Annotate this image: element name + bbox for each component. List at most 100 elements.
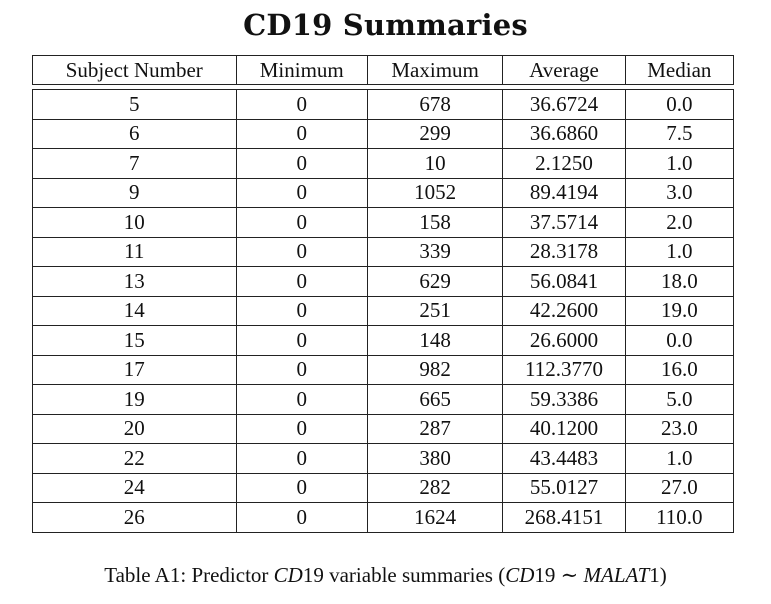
cell-subject-number: 19 bbox=[32, 384, 237, 415]
cell-subject-number: 7 bbox=[32, 148, 237, 179]
cell-maximum: 158 bbox=[366, 207, 504, 238]
cell-minimum: 0 bbox=[235, 354, 368, 385]
cell-median: 18.0 bbox=[624, 266, 735, 297]
cell-subject-number: 14 bbox=[32, 295, 237, 326]
caption-var1-num: 19 bbox=[302, 563, 324, 587]
cell-median: 1.0 bbox=[624, 236, 735, 267]
cell-minimum: 0 bbox=[235, 266, 368, 297]
cell-maximum: 629 bbox=[366, 266, 504, 297]
cell-median: 19.0 bbox=[624, 295, 735, 326]
caption-var2: CD bbox=[505, 563, 535, 587]
cell-maximum: 1052 bbox=[366, 177, 504, 208]
cell-maximum: 10 bbox=[366, 148, 504, 179]
cell-maximum: 1624 bbox=[366, 502, 504, 533]
cell-maximum: 287 bbox=[366, 413, 504, 444]
cell-minimum: 0 bbox=[235, 118, 368, 149]
cell-subject-number: 10 bbox=[32, 207, 237, 238]
table-row: 7 0 10 2.1250 1.0 bbox=[32, 148, 735, 179]
column-header-maximum: Maximum bbox=[366, 55, 504, 85]
cell-average: 43.4483 bbox=[502, 443, 626, 474]
cell-minimum: 0 bbox=[235, 413, 368, 444]
cell-minimum: 0 bbox=[235, 295, 368, 326]
table-row: 11 0 339 28.3178 1.0 bbox=[32, 236, 735, 267]
column-header-minimum: Minimum bbox=[235, 55, 368, 85]
table-row: 26 0 1624 268.4151 110.0 bbox=[32, 502, 735, 533]
cell-average: 28.3178 bbox=[502, 236, 626, 267]
table-row: 13 0 629 56.0841 18.0 bbox=[32, 266, 735, 297]
caption-label: Table A1: bbox=[104, 563, 187, 587]
table-row: 5 0 678 36.6724 0.0 bbox=[32, 89, 735, 120]
cell-subject-number: 17 bbox=[32, 354, 237, 385]
cell-average: 59.3386 bbox=[502, 384, 626, 415]
cell-maximum: 678 bbox=[366, 89, 504, 120]
caption-close: ) bbox=[659, 563, 667, 587]
table-row: 22 0 380 43.4483 1.0 bbox=[32, 443, 735, 474]
cell-maximum: 148 bbox=[366, 325, 504, 356]
cell-minimum: 0 bbox=[235, 443, 368, 474]
caption-text-before: Predictor bbox=[191, 563, 269, 587]
cell-median: 3.0 bbox=[624, 177, 735, 208]
cell-subject-number: 15 bbox=[32, 325, 237, 356]
cell-maximum: 282 bbox=[366, 472, 504, 503]
cell-subject-number: 22 bbox=[32, 443, 237, 474]
caption-text-middle: variable summaries ( bbox=[329, 563, 506, 587]
cell-minimum: 0 bbox=[235, 502, 368, 533]
cell-average: 55.0127 bbox=[502, 472, 626, 503]
cell-minimum: 0 bbox=[235, 89, 368, 120]
cell-average: 112.3770 bbox=[502, 354, 626, 385]
cell-median: 1.0 bbox=[624, 443, 735, 474]
cell-minimum: 0 bbox=[235, 384, 368, 415]
cell-median: 5.0 bbox=[624, 384, 735, 415]
table-row: 9 0 1052 89.4194 3.0 bbox=[32, 177, 735, 208]
cell-median: 23.0 bbox=[624, 413, 735, 444]
table-row: 24 0 282 55.0127 27.0 bbox=[32, 472, 735, 503]
cell-average: 36.6724 bbox=[502, 89, 626, 120]
table-row: 15 0 148 26.6000 0.0 bbox=[32, 325, 735, 356]
caption-var2-num: 19 bbox=[534, 563, 556, 587]
table-row: 19 0 665 59.3386 5.0 bbox=[32, 384, 735, 415]
header-row: Subject Number Minimum Maximum Average M… bbox=[32, 55, 735, 85]
cell-median: 27.0 bbox=[624, 472, 735, 503]
caption-tilde: ∼ bbox=[560, 563, 579, 587]
table-row: 20 0 287 40.1200 23.0 bbox=[32, 413, 735, 444]
table-row: 10 0 158 37.5714 2.0 bbox=[32, 207, 735, 238]
cell-median: 7.5 bbox=[624, 118, 735, 149]
caption-var1: CD bbox=[273, 563, 303, 587]
cell-average: 36.6860 bbox=[502, 118, 626, 149]
cell-minimum: 0 bbox=[235, 236, 368, 267]
caption-var3-num: 1 bbox=[649, 563, 660, 587]
column-header-average: Average bbox=[502, 55, 626, 85]
cell-average: 40.1200 bbox=[502, 413, 626, 444]
cell-average: 2.1250 bbox=[502, 148, 626, 179]
cell-maximum: 380 bbox=[366, 443, 504, 474]
cell-average: 37.5714 bbox=[502, 207, 626, 238]
cell-minimum: 0 bbox=[235, 472, 368, 503]
caption-var3: MALAT bbox=[583, 563, 650, 587]
cell-subject-number: 11 bbox=[32, 236, 237, 267]
cell-maximum: 251 bbox=[366, 295, 504, 326]
cell-median: 1.0 bbox=[624, 148, 735, 179]
cell-maximum: 665 bbox=[366, 384, 504, 415]
cell-median: 2.0 bbox=[624, 207, 735, 238]
table-row: 17 0 982 112.3770 16.0 bbox=[32, 354, 735, 385]
cell-maximum: 299 bbox=[366, 118, 504, 149]
cell-median: 0.0 bbox=[624, 89, 735, 120]
table-row: 14 0 251 42.2600 19.0 bbox=[32, 295, 735, 326]
cell-subject-number: 9 bbox=[32, 177, 237, 208]
column-header-subject-number: Subject Number bbox=[32, 55, 237, 85]
table-title: CD19 Summaries bbox=[243, 8, 528, 42]
cell-subject-number: 24 bbox=[32, 472, 237, 503]
cell-subject-number: 26 bbox=[32, 502, 237, 533]
table-body: 5 0 678 36.6724 0.0 6 0 299 36.6860 7.5 7 0 10 2.1250… bbox=[32, 89, 735, 533]
header-table: Subject Number Minimum Maximum Average M… bbox=[32, 55, 735, 85]
cell-maximum: 339 bbox=[366, 236, 504, 267]
table-caption: Table A1: Predictor CD19 variable summar… bbox=[0, 563, 771, 588]
cell-subject-number: 6 bbox=[32, 118, 237, 149]
cell-average: 89.4194 bbox=[502, 177, 626, 208]
cell-average: 42.2600 bbox=[502, 295, 626, 326]
cell-subject-number: 5 bbox=[32, 89, 237, 120]
table-row: 6 0 299 36.6860 7.5 bbox=[32, 118, 735, 149]
cell-average: 56.0841 bbox=[502, 266, 626, 297]
cell-average: 26.6000 bbox=[502, 325, 626, 356]
cell-minimum: 0 bbox=[235, 325, 368, 356]
